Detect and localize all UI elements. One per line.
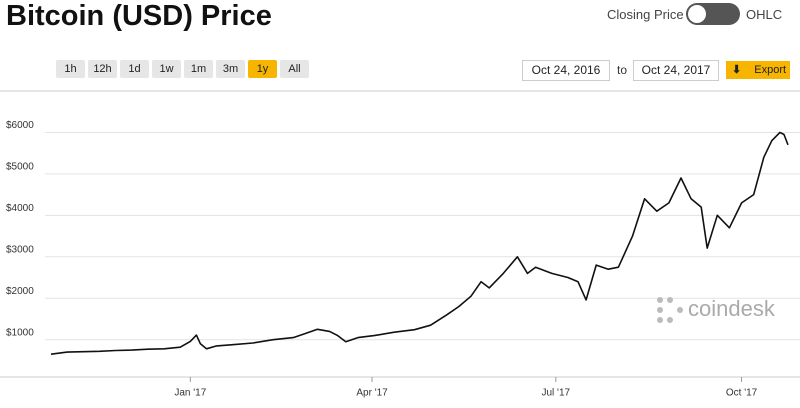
x-tick-label: Apr '17: [356, 388, 388, 399]
x-tick-label: Jan '17: [174, 388, 206, 399]
y-tick-label: $1000: [6, 327, 34, 338]
watermark-text: coindesk: [688, 296, 776, 321]
range-button[interactable]: 1h: [56, 60, 85, 78]
range-button[interactable]: 1d: [120, 60, 149, 78]
watermark-icon: [657, 297, 683, 323]
y-tick-label: $4000: [6, 203, 34, 214]
range-button[interactable]: 3m: [216, 60, 245, 78]
toggle-label: OHLC: [746, 7, 783, 22]
range-button[interactable]: All: [280, 60, 309, 78]
toggle-knob: [688, 5, 706, 23]
price-line: [50, 131, 789, 355]
y-tick-label: $6000: [6, 120, 34, 131]
range-button[interactable]: 1m: [184, 60, 213, 78]
y-tick-label: $3000: [6, 244, 34, 255]
x-tick-label: Oct '17: [726, 388, 758, 399]
toggle[interactable]: [686, 3, 740, 25]
range-button[interactable]: 1y: [248, 60, 277, 78]
date-separator: to: [617, 63, 628, 77]
watermark: coindesk: [657, 296, 776, 323]
export-button[interactable]: ⬇ Export: [726, 61, 790, 79]
export-label: Export: [754, 64, 787, 76]
title: Bitcoin (USD) Price: [6, 0, 272, 32]
y-tick-label: $2000: [6, 286, 34, 297]
range-button[interactable]: 1w: [152, 60, 181, 78]
date-input[interactable]: Oct 24, 2017: [633, 60, 719, 81]
export-icon: ⬇: [732, 64, 742, 76]
y-tick-label: $5000: [6, 162, 34, 173]
date-input[interactable]: Oct 24, 2016: [522, 60, 610, 81]
range-buttons: 1h 12h 1d 1w 1m 3m 1y All: [56, 60, 309, 78]
x-tick-label: Jul '17: [541, 388, 570, 399]
toggle-label: Closing Price: [607, 7, 684, 22]
range-button[interactable]: 12h: [88, 60, 117, 78]
